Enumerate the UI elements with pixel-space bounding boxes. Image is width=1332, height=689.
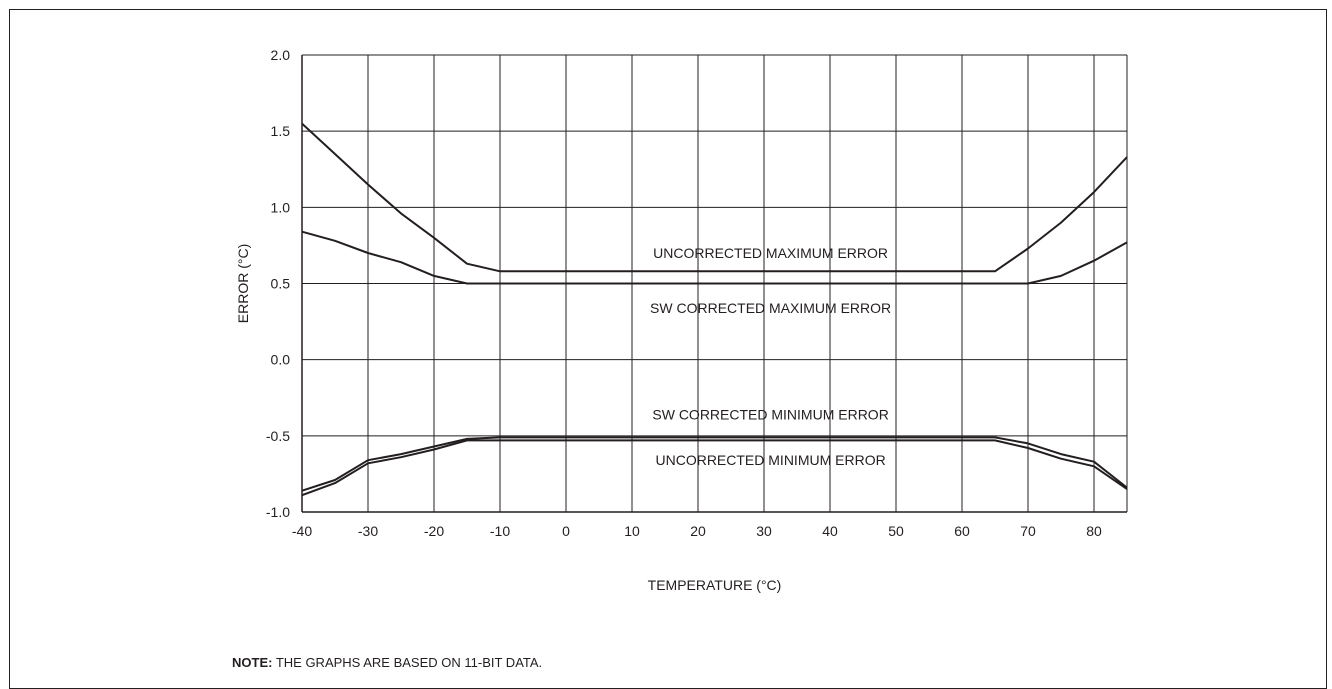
- y-tick-label: 2.0: [271, 47, 291, 63]
- footnote: NOTE: THE GRAPHS ARE BASED ON 11-BIT DAT…: [232, 655, 542, 670]
- x-tick-label: 70: [1020, 523, 1036, 539]
- series-annotation: SW CORRECTED MINIMUM ERROR: [652, 407, 888, 423]
- x-tick-label: -10: [490, 523, 510, 539]
- y-axis-title: ERROR (°C): [235, 244, 251, 323]
- footnote-text: THE GRAPHS ARE BASED ON 11-BIT DATA.: [272, 655, 543, 670]
- series-annotation: SW CORRECTED MAXIMUM ERROR: [650, 300, 891, 316]
- axes: [301, 55, 1128, 513]
- x-tick-label: 60: [954, 523, 970, 539]
- data-series: [301, 122, 1128, 497]
- footnote-label: NOTE:: [232, 655, 273, 670]
- y-tick-label: 0.0: [271, 352, 291, 368]
- x-tick-label: 80: [1086, 523, 1102, 539]
- x-tick-label: 30: [756, 523, 772, 539]
- tick-labels: -40 -30 -20 -10 0 10 20 30 40 50 60 70 80 -1.0 -0.5 0.0…: [266, 47, 1102, 539]
- x-tick-label: -40: [292, 523, 312, 539]
- series-line-0: [301, 122, 1128, 273]
- x-tick-label: 40: [822, 523, 838, 539]
- x-tick-label: -30: [358, 523, 378, 539]
- x-axis-title: TEMPERATURE (°C): [648, 577, 782, 593]
- figure-frame: [9, 9, 1327, 689]
- x-tick-label: -20: [424, 523, 444, 539]
- y-tick-label: 1.5: [271, 123, 291, 139]
- series-annotation: UNCORRECTED MINIMUM ERROR: [655, 452, 885, 468]
- series-annotations: UNCORRECTED MAXIMUM ERROR SW CORRECTED MA…: [650, 245, 891, 468]
- x-tick-label: 0: [562, 523, 570, 539]
- y-tick-label: 0.5: [271, 276, 291, 292]
- series-line-3: [301, 439, 1128, 497]
- y-tick-label: -1.0: [266, 504, 290, 520]
- y-tick-label: -0.5: [266, 428, 290, 444]
- series-annotation: UNCORRECTED MAXIMUM ERROR: [653, 245, 888, 261]
- x-tick-label: 50: [888, 523, 904, 539]
- series-line-2: [301, 436, 1128, 492]
- x-tick-label: 20: [690, 523, 706, 539]
- series-line-1: [301, 230, 1128, 285]
- y-tick-label: 1.0: [271, 199, 291, 215]
- x-tick-label: 10: [624, 523, 640, 539]
